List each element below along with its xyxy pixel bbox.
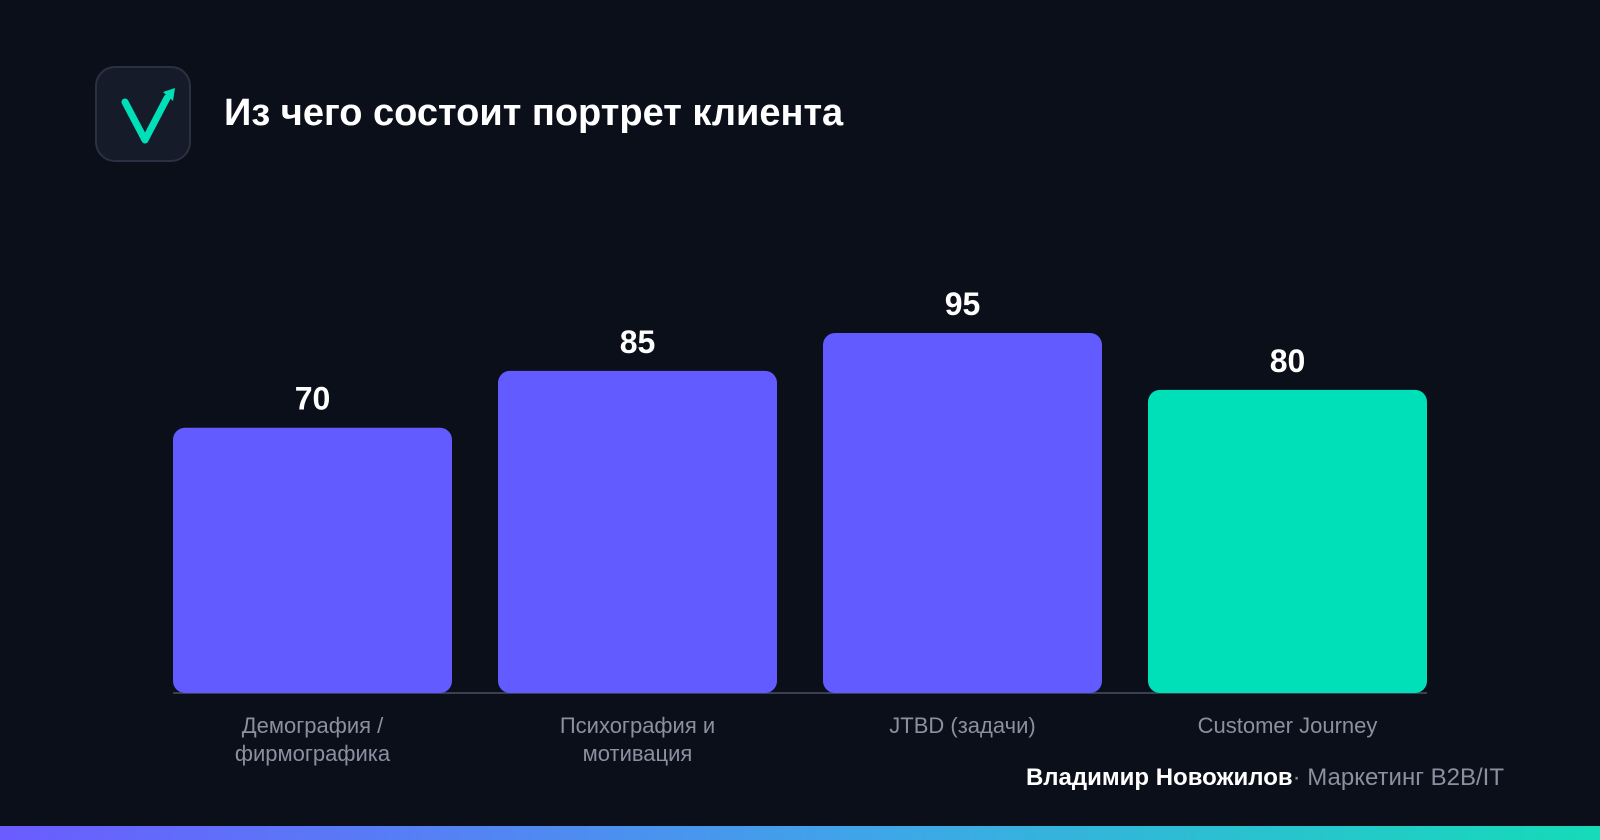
bar-3 [1148,389,1427,693]
category-label-0: Демография / фирмографика [235,713,391,766]
bar-value-label-1: 85 [620,324,656,360]
bar-1 [498,370,777,693]
category-label-1: Психография и мотивация [560,713,715,766]
footer: Владимир Новожилов· Маркетинг B2B/IT [1026,762,1504,794]
footer-author: Владимир Новожилов [1025,764,1293,791]
bar-value-label-2: 95 [945,286,981,322]
bar-chart: 70 Демография / фирмографика 85 Психография … [173,286,1427,766]
bottom-gradient-bar [0,826,1600,840]
logo [95,66,191,162]
bar-value-label-0: 70 [295,381,331,417]
category-label-2: JTBD (задачи) [889,713,1035,738]
checkmark-arrow-icon [121,88,175,144]
bar-value-label-3: 80 [1270,343,1306,379]
bar-2 [823,333,1102,693]
page-title: Из чего состоит портрет клиента [224,92,844,134]
footer-separator: · [1292,764,1301,791]
category-label-3: Customer Journey [1198,713,1378,738]
footer-role: Маркетинг B2B/IT [1307,764,1504,791]
bar-0 [173,427,452,693]
